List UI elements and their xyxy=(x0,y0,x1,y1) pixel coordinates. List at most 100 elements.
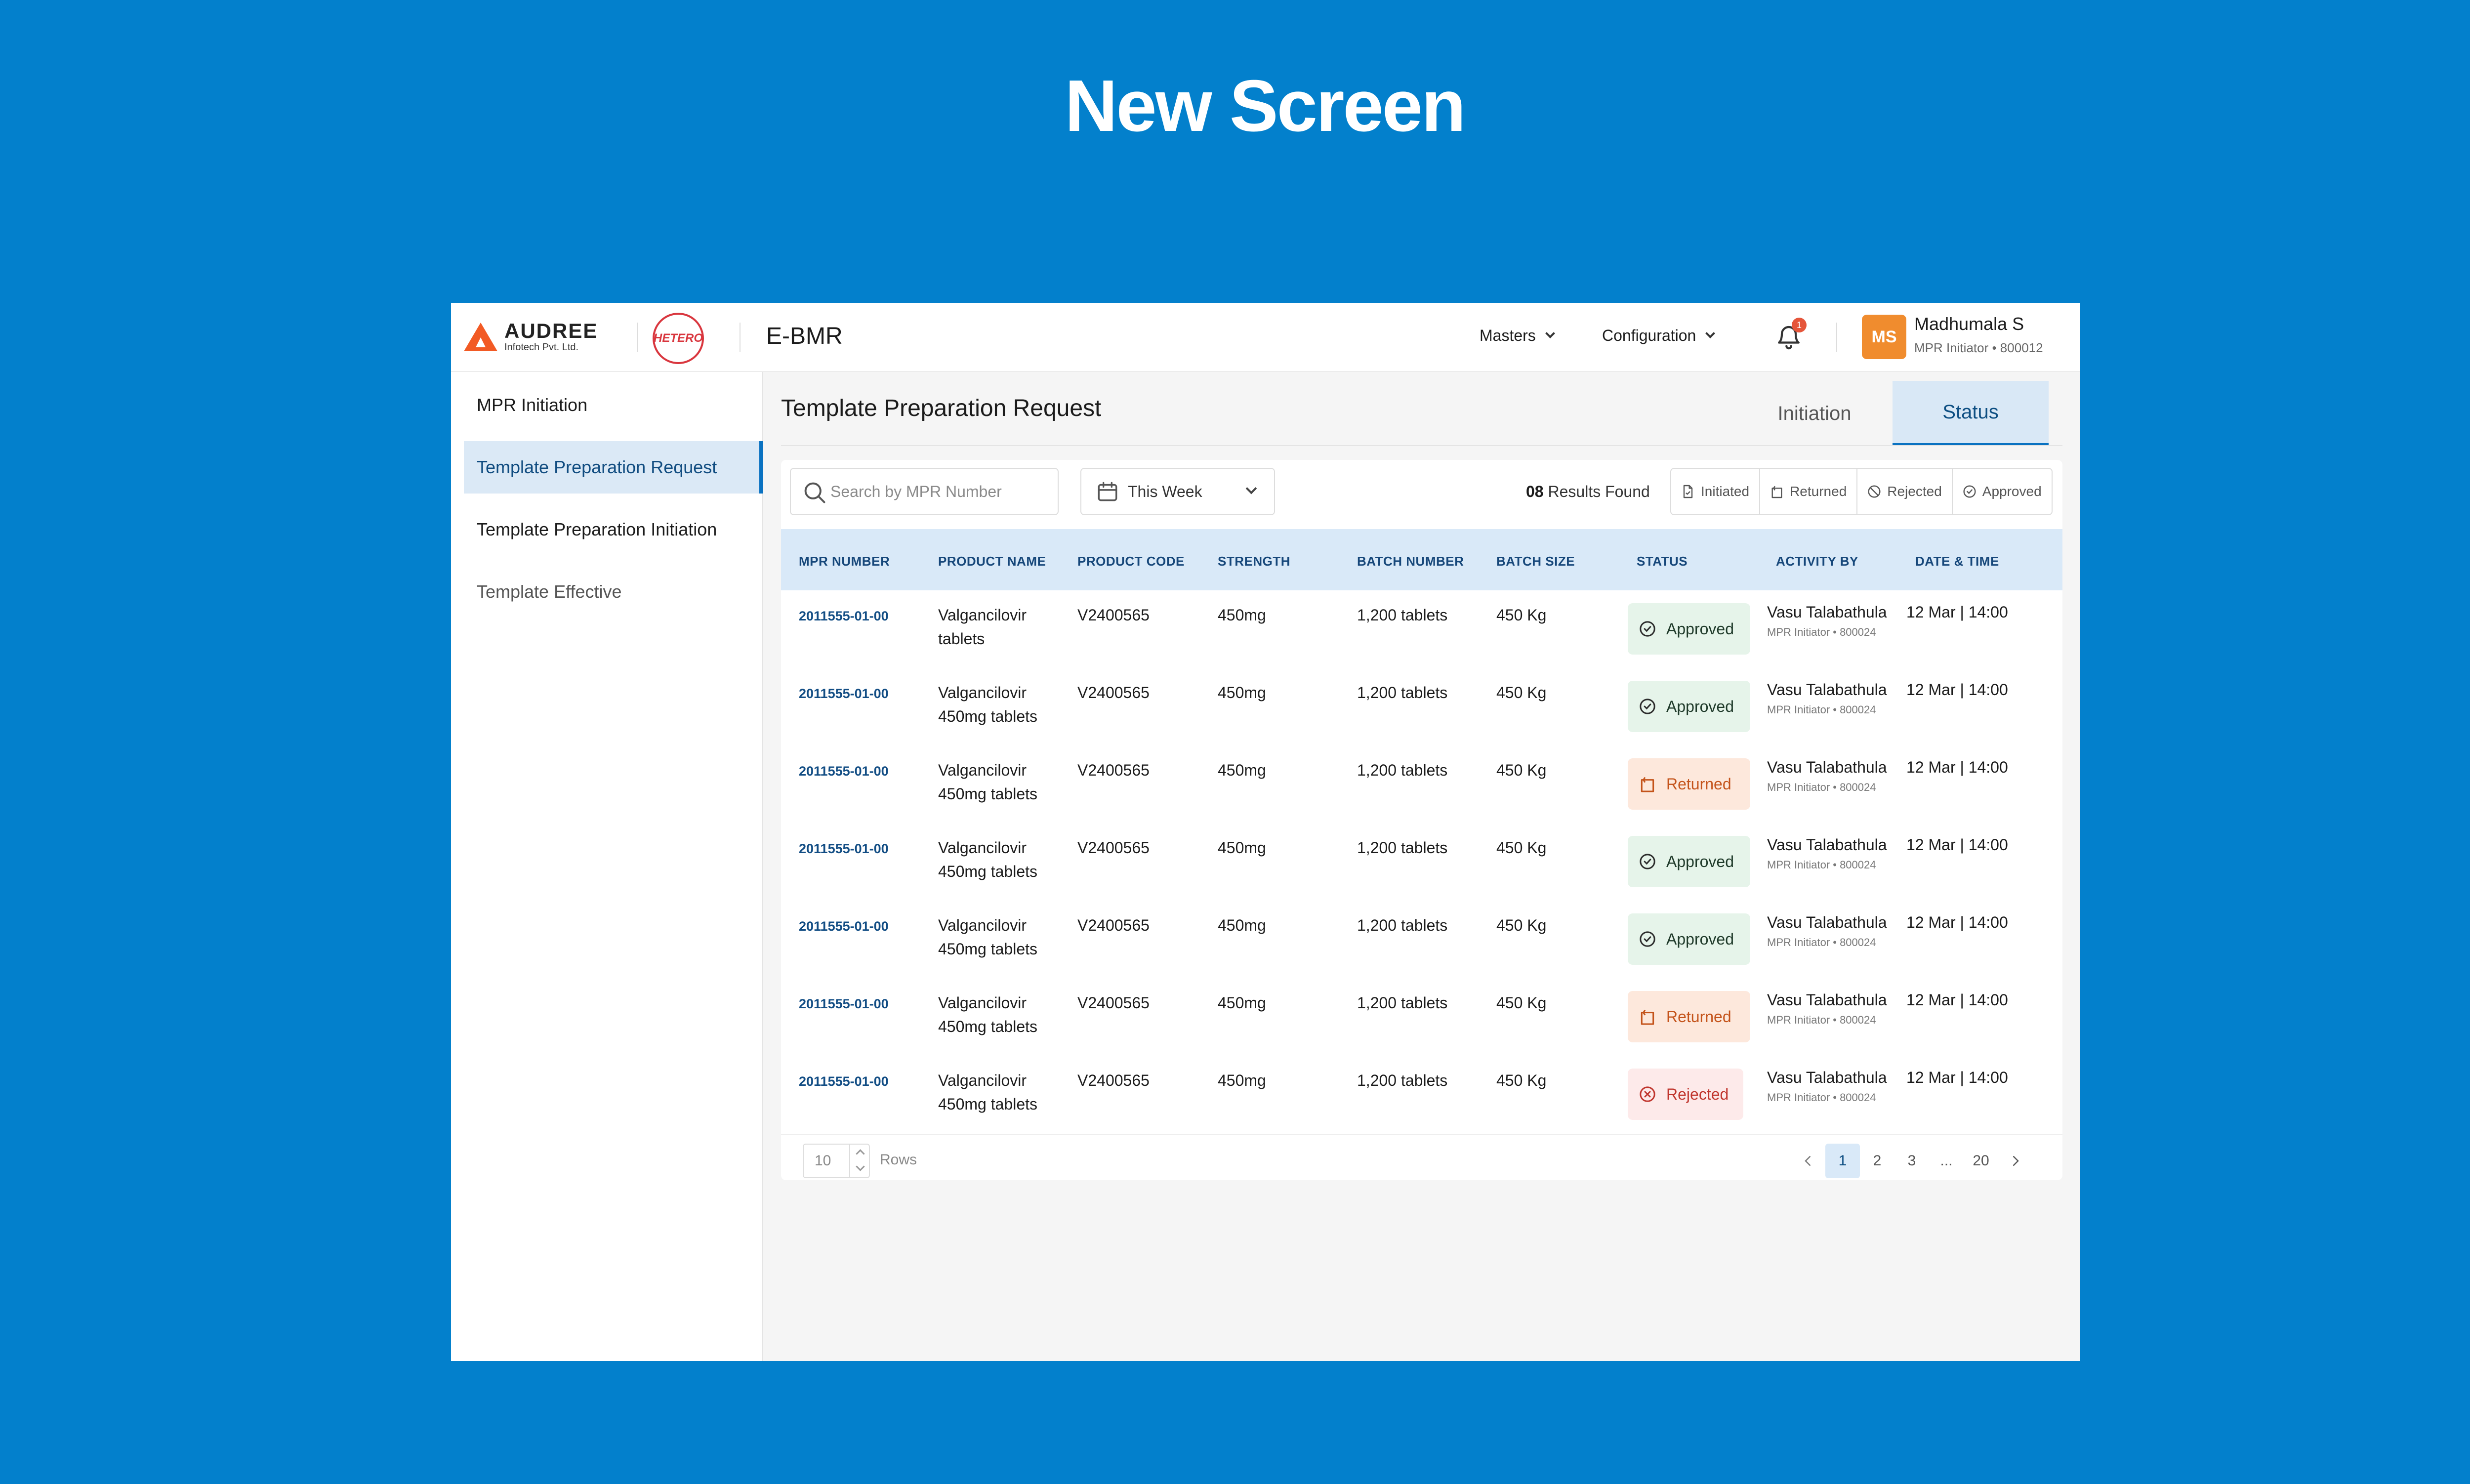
check-circle-icon xyxy=(1640,854,1655,869)
batch-number: 1,200 tablets xyxy=(1357,994,1448,1012)
status-label: Rejected xyxy=(1666,1085,1729,1103)
sidebar-item-template-effective[interactable]: Template Effective xyxy=(477,581,622,602)
col-date-time[interactable]: DATE & TIME xyxy=(1915,554,1999,569)
check-circle-icon xyxy=(1640,699,1655,714)
app-title: E-BMR xyxy=(766,323,843,349)
col-strength[interactable]: STRENGTH xyxy=(1218,554,1290,569)
activity-by-role: MPR Initiator • 800024 xyxy=(1767,936,1876,948)
product-name: Valgancilovir tablets xyxy=(938,606,1027,648)
batch-number: 1,200 tablets xyxy=(1357,606,1448,624)
date-time: 12 Mar | 14:00 xyxy=(1906,836,2008,854)
status-badge: Approved xyxy=(1628,913,1750,965)
batch-size: 450 Kg xyxy=(1496,916,1547,934)
title-divider xyxy=(740,323,741,352)
menu-masters-label: Masters xyxy=(1480,327,1536,344)
table-row[interactable]: 2011555-01-00 Valgancilovir tablets V240… xyxy=(781,590,2062,668)
activity-by-name: Vasu Talabathula xyxy=(1767,1069,1887,1086)
strength: 450mg xyxy=(1218,839,1266,857)
page-button-3[interactable]: 3 xyxy=(1907,1153,1916,1169)
menu-masters[interactable]: Masters xyxy=(1480,327,1555,345)
sidebar-item-template-preparation-initiation[interactable]: Template Preparation Initiation xyxy=(477,519,717,539)
sidebar-item-mpr-initiation[interactable]: MPR Initiation xyxy=(477,395,588,415)
table-row[interactable]: 2011555-01-00 Valgancilovir 450mg tablet… xyxy=(781,978,2062,1056)
table-footer: 10 Rows 1 2 3 ... 20 xyxy=(781,1134,2062,1180)
return-icon xyxy=(1771,486,1782,498)
table-row[interactable]: 2011555-01-00 Valgancilovir 450mg tablet… xyxy=(781,745,2062,823)
prev-page-button[interactable] xyxy=(1791,1144,1825,1178)
product-name: Valgancilovir 450mg tablets xyxy=(938,684,1038,725)
product-code: V2400565 xyxy=(1077,916,1150,934)
col-status[interactable]: STATUS xyxy=(1637,554,1688,569)
page-button-2[interactable]: 2 xyxy=(1873,1153,1882,1169)
results-count: 08 Results Found xyxy=(1526,483,1650,501)
date-range-select[interactable]: This Week xyxy=(1080,468,1275,515)
pagination: 1 2 3 ... 20 xyxy=(1791,1144,2033,1178)
mpr-number-link[interactable]: 2011555-01-00 xyxy=(799,919,889,934)
date-time: 12 Mar | 14:00 xyxy=(1906,913,2008,931)
product-name: Valgancilovir 450mg tablets xyxy=(938,916,1038,958)
filter-returned[interactable]: Returned xyxy=(1760,469,1858,514)
product-code: V2400565 xyxy=(1077,761,1150,779)
chevron-down-icon xyxy=(1245,483,1257,495)
batch-number: 1,200 tablets xyxy=(1357,916,1448,934)
col-product-code[interactable]: PRODUCT CODE xyxy=(1077,554,1185,569)
results-number: 08 xyxy=(1526,483,1544,500)
stepper-arrows-icon[interactable] xyxy=(849,1145,869,1177)
filter-rejected-label: Rejected xyxy=(1887,484,1942,499)
page-button-1[interactable]: 1 xyxy=(1825,1144,1860,1178)
sidebar-item-template-preparation-request[interactable]: Template Preparation Request xyxy=(464,441,763,494)
avatar[interactable]: MS xyxy=(1862,315,1906,359)
mpr-number-link[interactable]: 2011555-01-00 xyxy=(799,764,889,779)
check-circle-icon xyxy=(1640,931,1655,947)
table-row[interactable]: 2011555-01-00 Valgancilovir 450mg tablet… xyxy=(781,823,2062,901)
col-product-name[interactable]: PRODUCT NAME xyxy=(938,554,1046,569)
filter-initiated[interactable]: Initiated xyxy=(1671,469,1761,514)
calendar-icon xyxy=(1098,482,1117,501)
bell-icon[interactable] xyxy=(1775,324,1803,351)
activity-by-name: Vasu Talabathula xyxy=(1767,758,1887,776)
search-icon xyxy=(804,482,825,503)
date-time: 12 Mar | 14:00 xyxy=(1906,681,2008,699)
status-badge: Approved xyxy=(1628,836,1750,887)
notification-badge: 1 xyxy=(1792,318,1807,332)
status-label: Approved xyxy=(1666,930,1734,948)
search-box[interactable] xyxy=(790,468,1059,515)
mpr-number-link[interactable]: 2011555-01-00 xyxy=(799,609,889,623)
tab-initiation[interactable]: Initiation xyxy=(1777,402,1852,424)
chevron-left-icon xyxy=(1805,1156,1811,1166)
tab-status[interactable]: Status xyxy=(1893,381,2049,446)
chevron-down-icon xyxy=(1545,328,1555,338)
mpr-number-link[interactable]: 2011555-01-00 xyxy=(799,996,889,1011)
activity-by-name: Vasu Talabathula xyxy=(1767,603,1887,621)
mpr-number-link[interactable]: 2011555-01-00 xyxy=(799,1074,889,1089)
activity-by-role: MPR Initiator • 800024 xyxy=(1767,859,1876,871)
search-input[interactable] xyxy=(830,482,1048,501)
filter-rejected[interactable]: Rejected xyxy=(1857,469,1953,514)
activity-by-role: MPR Initiator • 800024 xyxy=(1767,1014,1876,1026)
page-title: Template Preparation Request xyxy=(781,395,1102,421)
next-page-button[interactable] xyxy=(1998,1144,2033,1178)
mpr-number-link[interactable]: 2011555-01-00 xyxy=(799,686,889,701)
col-mpr-number[interactable]: MPR NUMBER xyxy=(799,554,890,569)
mpr-number-link[interactable]: 2011555-01-00 xyxy=(799,841,889,856)
page-button-20[interactable]: 20 xyxy=(1973,1153,1989,1169)
hetero-logo: HETERO xyxy=(653,313,704,364)
batch-size: 450 Kg xyxy=(1496,761,1547,779)
col-batch-number[interactable]: BATCH NUMBER xyxy=(1357,554,1464,569)
col-batch-size[interactable]: BATCH SIZE xyxy=(1496,554,1575,569)
audree-logo[interactable]: AUDREE Infotech Pvt. Ltd. xyxy=(464,321,598,353)
filter-approved[interactable]: Approved xyxy=(1953,469,2052,514)
rows-per-page-stepper[interactable]: 10 xyxy=(803,1144,870,1178)
results-label: Results Found xyxy=(1548,483,1650,500)
status-badge: Returned xyxy=(1628,758,1750,810)
status-badge: Rejected xyxy=(1628,1069,1743,1120)
table-row[interactable]: 2011555-01-00 Valgancilovir 450mg tablet… xyxy=(781,668,2062,745)
chevron-down-icon xyxy=(1705,328,1716,338)
table-row[interactable]: 2011555-01-00 Valgancilovir 450mg tablet… xyxy=(781,1056,2062,1133)
menu-configuration[interactable]: Configuration xyxy=(1602,327,1716,345)
col-activity-by[interactable]: ACTIVITY BY xyxy=(1776,554,1858,569)
filter-initiated-label: Initiated xyxy=(1701,484,1750,499)
table-row[interactable]: 2011555-01-00 Valgancilovir 450mg tablet… xyxy=(781,901,2062,978)
user-divider xyxy=(1836,323,1837,352)
strength: 450mg xyxy=(1218,1072,1266,1089)
